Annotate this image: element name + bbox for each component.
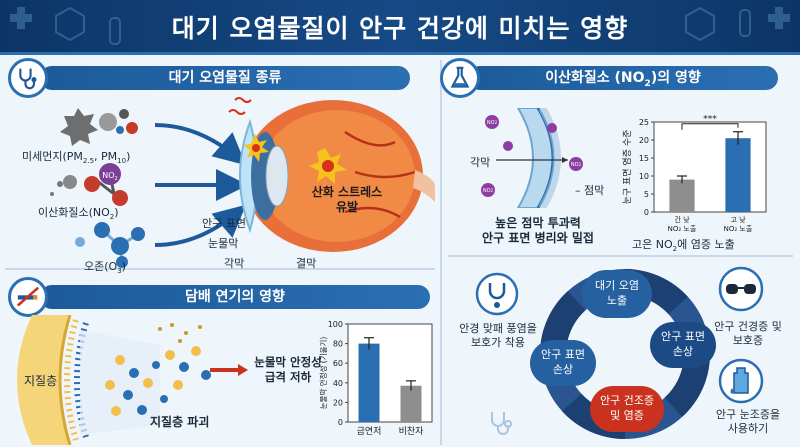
y-tick-label: 80 (333, 340, 343, 349)
tear-film-label: 눈물막 (208, 237, 239, 250)
cycle-node-damage-left: 안구 표면 손상 (530, 340, 596, 386)
pm-label: 미세먼지(PM2.5, PM10) (22, 150, 131, 166)
tip-eye-drops: 안구 눈조증을 사용하기 (715, 408, 781, 435)
irritation-lines (228, 97, 252, 115)
ocular-surface-label: 안구 표면 (202, 217, 246, 230)
stethoscope-watermark-icon (491, 412, 512, 435)
y-tick-label: 10 (639, 172, 649, 181)
page-title: 대기 오염물질이 안구 건강에 미치는 영향 (171, 14, 629, 43)
mucin-label: – 점막 (575, 184, 605, 197)
optic-nerve (413, 170, 435, 202)
starburst-icon-top (243, 134, 269, 162)
smoke-particles (158, 323, 202, 343)
medical-decoration-right (685, 6, 790, 42)
y-tick-label: 40 (333, 379, 343, 388)
medical-decoration-left (10, 6, 121, 45)
pm-particle-icon (60, 108, 138, 146)
lipid-break-label: 지질층 파괴 (150, 415, 210, 429)
left-horizontal-divider (5, 268, 435, 270)
bar (725, 138, 751, 212)
tip-goggles: 안경 맞패 풍염을 보호가 착용 (459, 322, 537, 349)
no2-effect-heading: 이산화질소 (NO2)의 영향 (468, 66, 778, 90)
significance-bracket (681, 123, 739, 130)
right-horizontal-divider (448, 255, 793, 257)
x-tick-label: 비찬자 (399, 426, 425, 437)
y-tick-label: 25 (639, 118, 649, 127)
bar (358, 343, 380, 422)
lipid-layer-diagram (17, 315, 248, 445)
ozone-label: 오존(O3) (84, 260, 126, 276)
cycle-node-dry-eye: 안구 건조증 및 염증 (590, 386, 664, 432)
no2-penetration-diagram: NO2 NO2 NO2 (481, 108, 583, 208)
no2-label: 이산화질소(NO2) (38, 206, 119, 222)
x-tick-label-line2: NO₂ 노출 (668, 224, 697, 233)
tear-stability-drop: 눈물막 안정성 급격 저하 (254, 355, 322, 384)
svg-text:NO2: NO2 (571, 162, 582, 168)
title-underline (0, 52, 800, 55)
y-tick-label: 0 (644, 208, 649, 217)
smoke-effect-heading: 담배 연기의 영향 (40, 285, 430, 309)
no2-caption: 높은 점막 투과력 안구 표면 병리와 밀접 (482, 216, 594, 245)
stethoscope-icon (8, 58, 48, 98)
y-tick-label: 60 (333, 359, 343, 368)
exposure-arrows (154, 123, 248, 247)
significance-label: *** (703, 115, 717, 125)
cornea-label: 각막 (224, 257, 245, 270)
bar (400, 385, 422, 422)
no-smoking-icon (8, 277, 48, 317)
vertical-divider (440, 60, 442, 445)
no2-particle-2 (503, 141, 513, 151)
conjunctiva-label: 결막 (296, 257, 317, 270)
x-tick-label: 간 낮 (674, 215, 690, 224)
y-axis-label: 눈구 표면 염증 수준 (622, 130, 633, 205)
no2-particle-1: NO2 (485, 115, 499, 129)
no2-chart-caption: 고은 NO2에 염증 노출 (632, 238, 735, 254)
x-tick-label: 고 낮 (730, 215, 746, 224)
y-tick-label: 5 (644, 190, 649, 199)
y-tick-label: 0 (338, 418, 343, 427)
stethoscope-tip-icon (475, 272, 519, 316)
no2-molecule-icon: NO2 (50, 163, 128, 206)
bar (669, 179, 695, 212)
y-tick-label: 20 (333, 398, 343, 407)
tip-glasses: 안구 건경증 및 보호증 (714, 320, 782, 347)
cycle-node-exposure: 대기 오염 노출 (582, 270, 652, 318)
no2-molecule-text: NO2 (102, 171, 117, 182)
lipid-layer-label: 지질층 (24, 374, 58, 388)
svg-text:NO2: NO2 (487, 120, 498, 126)
y-tick-label: 15 (639, 154, 649, 163)
pollutant-types-heading: 대기 오염물질 종류 (40, 66, 410, 90)
y-tick-label: 100 (328, 320, 343, 329)
ozone-molecule-icon (75, 222, 145, 268)
starburst-icon-center (309, 148, 347, 184)
flask-icon (440, 58, 480, 98)
x-tick-label-line2: NO₂ 노출 (724, 224, 753, 233)
x-tick-label: 금연저 (357, 426, 382, 437)
lipid-bubbles (105, 346, 211, 416)
eye-drops-icon (718, 358, 764, 404)
oxidative-stress-label: 산화 스트레스 유발 (311, 185, 383, 214)
svg-text:NO2: NO2 (483, 188, 494, 194)
y-axis-label: 눈물막 안정성 (기울기) (318, 337, 328, 410)
no2-cornea-label: 각막 (470, 156, 491, 169)
red-arrow-icon (238, 364, 248, 376)
no2-particle-3: NO2 (481, 183, 495, 197)
no2-particle-4: NO2 (569, 157, 583, 171)
eye-illustration (228, 97, 435, 252)
cycle-node-damage-right: 안구 표면 손상 (650, 322, 716, 368)
no2-particle-5 (547, 123, 557, 133)
glasses-icon (718, 266, 764, 312)
title-bar: 대기 오염물질이 안구 건강에 미치는 영향 (0, 0, 800, 52)
y-tick-label: 20 (639, 136, 649, 145)
pollutant-molecules: NO2 (50, 108, 145, 268)
